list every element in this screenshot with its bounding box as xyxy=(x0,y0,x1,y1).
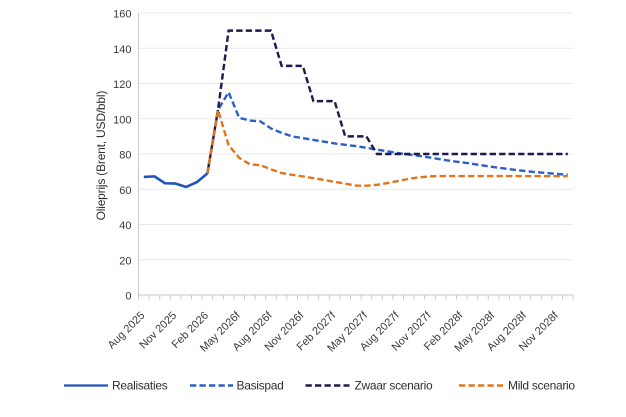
svg-text:120: 120 xyxy=(113,79,131,91)
svg-text:Zwaar scenario: Zwaar scenario xyxy=(355,379,433,393)
svg-text:80: 80 xyxy=(119,150,131,162)
svg-text:Olieprijs (Brent, USD/bbl): Olieprijs (Brent, USD/bbl) xyxy=(94,91,108,221)
svg-text:140: 140 xyxy=(113,44,131,56)
svg-text:Basispad: Basispad xyxy=(237,379,284,393)
svg-text:60: 60 xyxy=(119,185,131,197)
svg-text:40: 40 xyxy=(119,220,131,232)
svg-text:Realisaties: Realisaties xyxy=(112,379,168,393)
svg-text:100: 100 xyxy=(113,114,131,126)
svg-text:160: 160 xyxy=(113,9,131,21)
svg-text:20: 20 xyxy=(119,255,131,267)
svg-text:0: 0 xyxy=(125,291,131,303)
svg-text:Mild scenario: Mild scenario xyxy=(508,379,575,393)
